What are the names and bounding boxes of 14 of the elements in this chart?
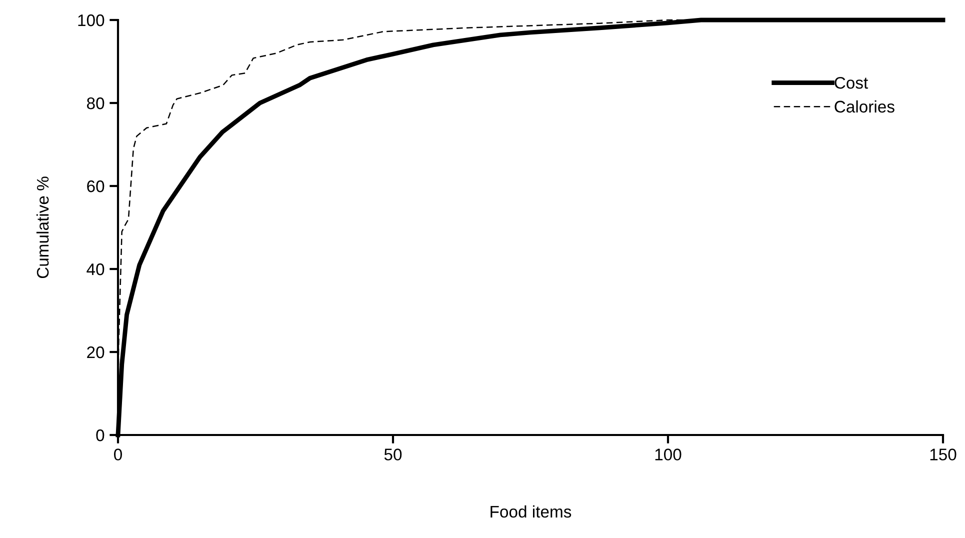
x-tick-label: 50 <box>384 448 402 460</box>
y-tick-label: 40 <box>86 263 104 276</box>
x-tick-label: 100 <box>655 448 682 460</box>
x-axis-title: Food items <box>490 505 572 518</box>
x-tick-label: 0 <box>114 448 122 460</box>
y-tick-label: 0 <box>96 429 104 442</box>
y-tick-label: 100 <box>78 14 104 26</box>
legend-label: Cost <box>834 76 868 89</box>
y-tick-label: 20 <box>87 346 104 358</box>
y-tick-label: 80 <box>86 97 104 110</box>
y-axis-title: Cumulative % <box>36 176 49 278</box>
x-tick-label: 150 <box>930 448 956 460</box>
legend-label: Calories <box>834 100 894 113</box>
y-tick-label: 60 <box>87 180 104 192</box>
